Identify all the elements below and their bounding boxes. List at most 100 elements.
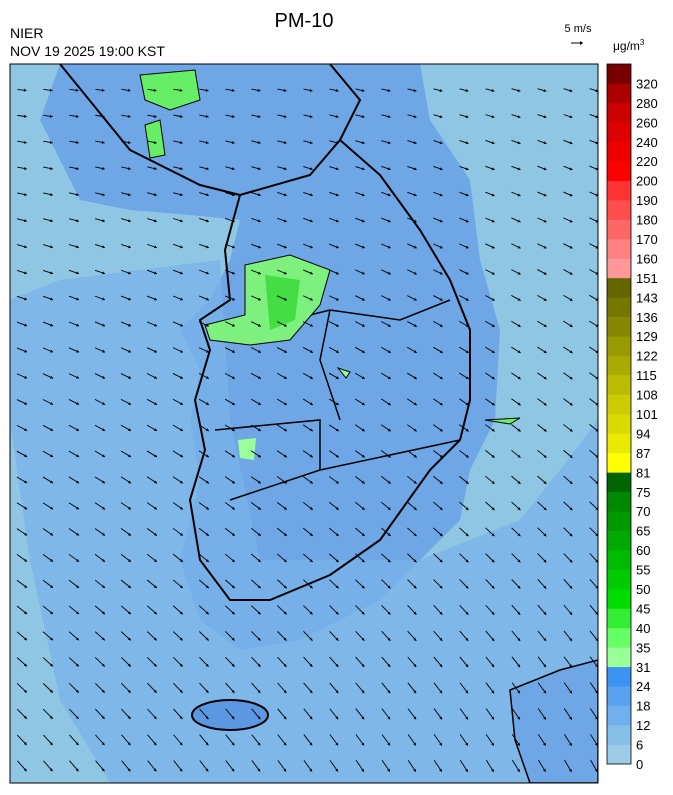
wind-arrowhead bbox=[153, 611, 157, 615]
wind-arrowhead bbox=[101, 611, 105, 615]
wind-arrowhead bbox=[179, 114, 183, 118]
wind-arrowhead bbox=[179, 402, 183, 405]
wind-arrowhead bbox=[231, 454, 235, 458]
wind-arrowhead bbox=[309, 768, 313, 772]
wind-arrowhead bbox=[595, 219, 598, 223]
wind-arrowhead bbox=[361, 88, 365, 92]
wind-arrowhead bbox=[205, 716, 209, 720]
wind-arrowhead bbox=[595, 533, 598, 537]
unit: μg/m3 bbox=[613, 38, 645, 53]
wind-arrowhead bbox=[231, 742, 235, 746]
wind-arrowhead bbox=[517, 324, 521, 327]
wind-arrowhead bbox=[595, 245, 598, 249]
wind-arrowhead bbox=[491, 89, 495, 93]
wind-arrowhead bbox=[439, 271, 443, 275]
wind-arrowhead bbox=[231, 297, 235, 301]
wind-arrowhead bbox=[335, 480, 339, 484]
wind-arrowhead bbox=[543, 298, 547, 301]
wind-arrowhead bbox=[439, 297, 443, 301]
wind-arrowhead bbox=[102, 532, 106, 536]
wind-arrowhead bbox=[335, 506, 339, 510]
colorbar-tick-label: 143 bbox=[636, 290, 658, 305]
wind-arrowhead bbox=[50, 506, 54, 510]
jeju bbox=[191, 699, 269, 731]
wind-arrowhead bbox=[465, 768, 468, 772]
colorbar-segment bbox=[607, 530, 631, 551]
wind-arrowhead bbox=[127, 167, 131, 171]
wind-arrowhead bbox=[179, 88, 183, 92]
wind-arrowhead bbox=[127, 193, 131, 197]
wind-arrowhead bbox=[76, 532, 80, 536]
japan bbox=[509, 659, 598, 783]
wind-arrowhead bbox=[465, 193, 469, 197]
wind-arrowhead bbox=[595, 89, 598, 93]
wind-arrowhead bbox=[387, 690, 391, 694]
wind-arrowhead bbox=[283, 533, 287, 536]
colorbar-segment bbox=[607, 589, 631, 609]
wind-arrowhead bbox=[154, 428, 158, 431]
wind-arrowhead bbox=[75, 768, 79, 772]
wind-arrowhead bbox=[50, 558, 54, 562]
wind-arrowhead bbox=[231, 532, 235, 536]
wind-arrowhead bbox=[465, 428, 469, 432]
wind-arrowhead bbox=[335, 663, 339, 667]
wind-arrowhead bbox=[309, 559, 313, 563]
wind-arrowhead bbox=[23, 768, 27, 772]
wind-arrowhead bbox=[101, 689, 105, 693]
wind-arrowhead bbox=[127, 140, 131, 144]
wind-arrowhead bbox=[569, 481, 573, 484]
colorbar-segment bbox=[607, 219, 631, 240]
wind-arrowhead bbox=[127, 245, 131, 249]
wind-arrowhead bbox=[595, 167, 598, 171]
wind-arrowhead bbox=[179, 716, 183, 720]
wind-arrowhead bbox=[23, 689, 27, 693]
wind-arrowhead bbox=[309, 297, 313, 301]
wind-arrowhead bbox=[127, 742, 131, 746]
wind-arrowhead bbox=[542, 768, 546, 772]
pm-patch-core bbox=[265, 275, 300, 330]
coastline bbox=[188, 138, 471, 601]
wind-arrowhead bbox=[361, 506, 365, 510]
wind-arrowhead bbox=[439, 193, 443, 197]
wind-arrowhead bbox=[257, 428, 261, 432]
wind-arrowhead bbox=[595, 638, 598, 642]
wind-arrowhead bbox=[283, 141, 287, 145]
wind-arrowhead bbox=[439, 89, 443, 92]
wind-arrowhead bbox=[361, 271, 365, 275]
colorbar-tick-label: 101 bbox=[636, 407, 658, 422]
wind-arrowhead bbox=[283, 193, 287, 197]
wind-arrowhead bbox=[24, 271, 27, 275]
wind-arrowhead bbox=[127, 532, 131, 536]
pm-patch-north bbox=[139, 69, 201, 111]
wind-arrowhead bbox=[387, 716, 391, 720]
wind-arrowhead bbox=[205, 532, 209, 536]
wind-arrowhead bbox=[361, 376, 365, 379]
wind-arrowhead bbox=[283, 271, 287, 275]
wind-arrowhead bbox=[465, 533, 469, 537]
wind-arrowhead bbox=[387, 507, 391, 510]
wind-arrowhead bbox=[50, 375, 54, 379]
wind-arrowhead bbox=[543, 167, 547, 171]
colorbar-tick-label: 240 bbox=[636, 135, 658, 150]
wind-arrowhead bbox=[23, 193, 27, 197]
wind-scale-arrowhead bbox=[580, 41, 583, 45]
wind-arrowhead bbox=[75, 193, 79, 197]
wind-arrowhead bbox=[439, 611, 443, 615]
wind-arrowhead bbox=[491, 637, 495, 641]
wind-arrowhead bbox=[491, 297, 495, 301]
wind-arrowhead bbox=[127, 585, 131, 588]
colorbar-tick-label: 40 bbox=[636, 621, 650, 636]
colorbar-tick-label: 24 bbox=[636, 679, 650, 694]
wind-arrowhead bbox=[595, 507, 598, 511]
wind-arrowhead bbox=[179, 245, 183, 249]
wind-arrowhead bbox=[76, 454, 80, 457]
wind-arrowhead bbox=[517, 638, 521, 641]
wind-arrowhead bbox=[595, 664, 598, 668]
wind-arrowhead bbox=[595, 611, 598, 615]
colorbar-tick-label: 122 bbox=[636, 349, 658, 364]
wind-arrowhead bbox=[153, 637, 157, 641]
wind-arrowhead bbox=[257, 690, 261, 693]
wind-arrowhead bbox=[102, 454, 106, 457]
wind-arrowhead bbox=[76, 297, 79, 301]
wind-arrowhead bbox=[231, 585, 235, 589]
